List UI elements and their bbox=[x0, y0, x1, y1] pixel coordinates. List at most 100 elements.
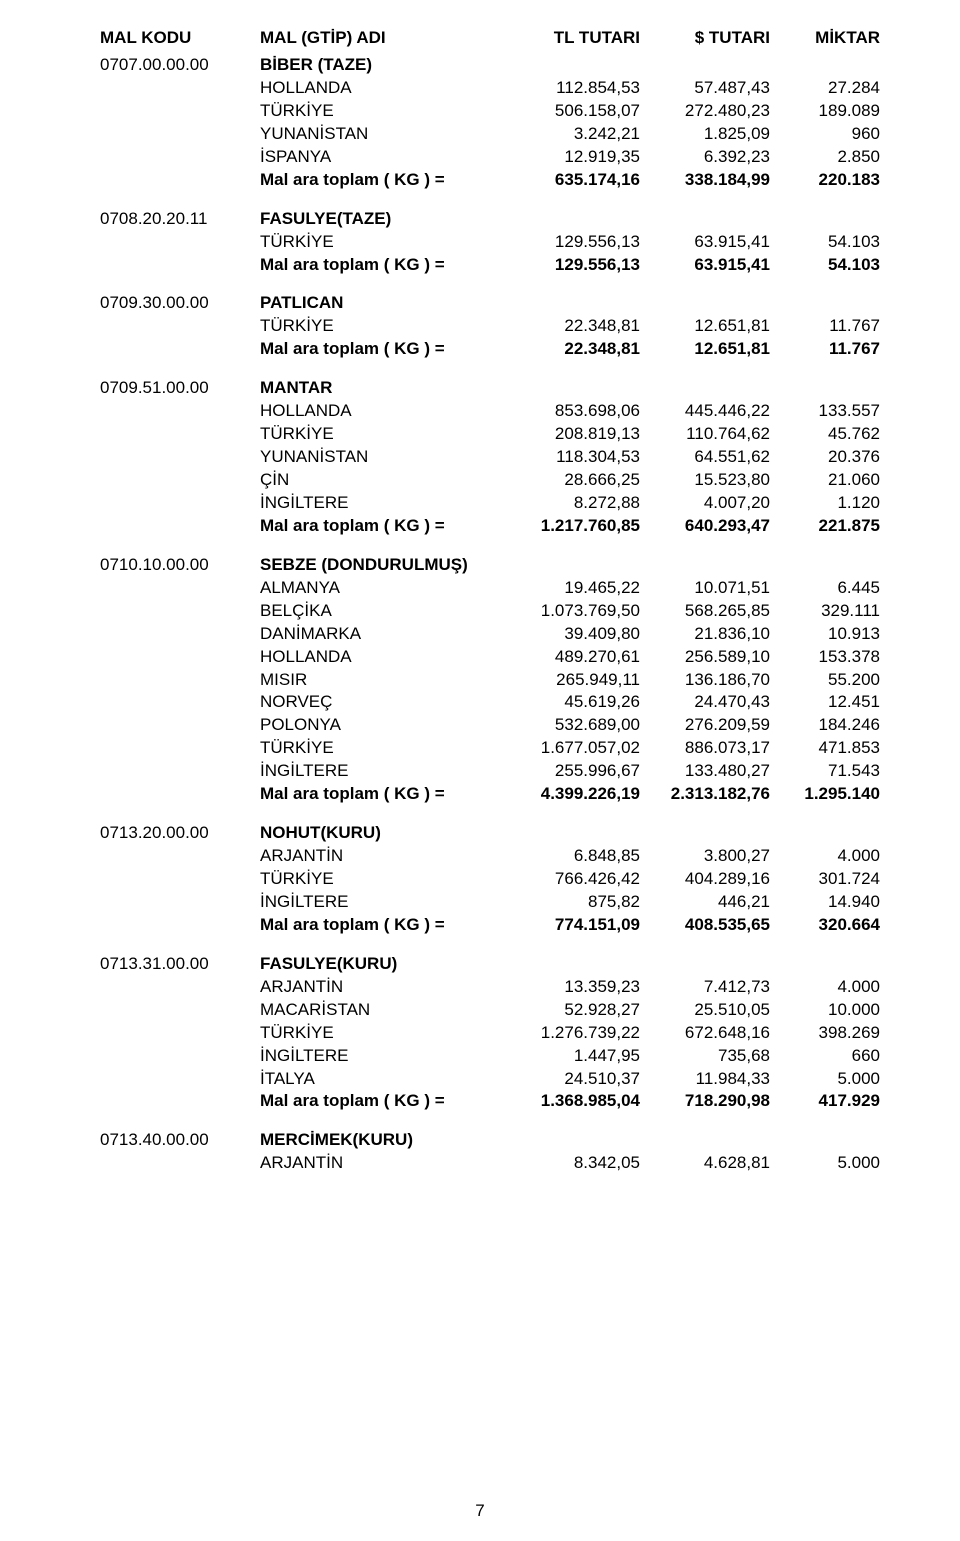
table-row: ALMANYA19.465,2210.071,516.445 bbox=[100, 577, 880, 600]
table-row: TÜRKİYE208.819,13110.764,6245.762 bbox=[100, 423, 880, 446]
cell-usd: 12.651,81 bbox=[640, 315, 770, 338]
subtotal-usd: 338.184,99 bbox=[640, 169, 770, 192]
subtotal-usd: 408.535,65 bbox=[640, 914, 770, 937]
section-name: BİBER (TAZE) bbox=[260, 54, 500, 77]
country-name: TÜRKİYE bbox=[260, 100, 500, 123]
country-name: DANİMARKA bbox=[260, 623, 500, 646]
cell-usd: 25.510,05 bbox=[640, 999, 770, 1022]
page: MAL KODU MAL (GTİP) ADI TL TUTARI $ TUTA… bbox=[0, 0, 960, 1541]
country-name: ARJANTİN bbox=[260, 1152, 500, 1175]
header-code: MAL KODU bbox=[100, 28, 260, 48]
section-title: 0708.20.20.11FASULYE(TAZE) bbox=[100, 208, 880, 231]
country-name: İNGİLTERE bbox=[260, 1045, 500, 1068]
table-row: POLONYA532.689,00276.209,59184.246 bbox=[100, 714, 880, 737]
section-gap bbox=[100, 361, 880, 371]
country-name: İTALYA bbox=[260, 1068, 500, 1091]
table-row: HOLLANDA489.270,61256.589,10153.378 bbox=[100, 646, 880, 669]
table-row: TÜRKİYE1.677.057,02886.073,17471.853 bbox=[100, 737, 880, 760]
cell-qty: 20.376 bbox=[770, 446, 880, 469]
cell-qty: 184.246 bbox=[770, 714, 880, 737]
cell-qty: 12.451 bbox=[770, 691, 880, 714]
cell-qty: 133.557 bbox=[770, 400, 880, 423]
country-name: ARJANTİN bbox=[260, 976, 500, 999]
cell-tl: 22.348,81 bbox=[500, 315, 640, 338]
subtotal-label: Mal ara toplam ( KG ) = bbox=[260, 783, 500, 806]
subtotal-qty: 1.295.140 bbox=[770, 783, 880, 806]
section-name: NOHUT(KURU) bbox=[260, 822, 500, 845]
subtotal-label: Mal ara toplam ( KG ) = bbox=[260, 1090, 500, 1113]
cell-usd: 1.825,09 bbox=[640, 123, 770, 146]
table-row: İNGİLTERE875,82446,2114.940 bbox=[100, 891, 880, 914]
subtotal-tl: 635.174,16 bbox=[500, 169, 640, 192]
section-name: MERCİMEK(KURU) bbox=[260, 1129, 500, 1152]
section-name: SEBZE (DONDURULMUŞ) bbox=[260, 554, 500, 577]
cell-tl: 1.276.739,22 bbox=[500, 1022, 640, 1045]
section-gap bbox=[100, 806, 880, 816]
cell-usd: 445.446,22 bbox=[640, 400, 770, 423]
subtotal-qty: 54.103 bbox=[770, 254, 880, 277]
cell-usd: 568.265,85 bbox=[640, 600, 770, 623]
section-title: 0710.10.00.00SEBZE (DONDURULMUŞ) bbox=[100, 554, 880, 577]
cell-usd: 10.071,51 bbox=[640, 577, 770, 600]
cell-tl: 265.949,11 bbox=[500, 669, 640, 692]
table-row: YUNANİSTAN3.242,211.825,09960 bbox=[100, 123, 880, 146]
section-gap bbox=[100, 192, 880, 202]
cell-qty: 5.000 bbox=[770, 1068, 880, 1091]
cell-usd: 7.412,73 bbox=[640, 976, 770, 999]
subtotal-label: Mal ara toplam ( KG ) = bbox=[260, 914, 500, 937]
cell-qty: 27.284 bbox=[770, 77, 880, 100]
section-code: 0708.20.20.11 bbox=[100, 208, 260, 231]
subtotal-label: Mal ara toplam ( KG ) = bbox=[260, 338, 500, 361]
table-row: İNGİLTERE8.272,884.007,201.120 bbox=[100, 492, 880, 515]
country-name: TÜRKİYE bbox=[260, 1022, 500, 1045]
cell-tl: 489.270,61 bbox=[500, 646, 640, 669]
section-title: 0707.00.00.00BİBER (TAZE) bbox=[100, 54, 880, 77]
cell-tl: 12.919,35 bbox=[500, 146, 640, 169]
cell-tl: 19.465,22 bbox=[500, 577, 640, 600]
cell-usd: 15.523,80 bbox=[640, 469, 770, 492]
table-row: YUNANİSTAN118.304,5364.551,6220.376 bbox=[100, 446, 880, 469]
cell-tl: 39.409,80 bbox=[500, 623, 640, 646]
subtotal-usd: 718.290,98 bbox=[640, 1090, 770, 1113]
cell-qty: 398.269 bbox=[770, 1022, 880, 1045]
cell-tl: 766.426,42 bbox=[500, 868, 640, 891]
table-row: MISIR265.949,11136.186,7055.200 bbox=[100, 669, 880, 692]
cell-usd: 110.764,62 bbox=[640, 423, 770, 446]
section-code: 0709.30.00.00 bbox=[100, 292, 260, 315]
country-name: İNGİLTERE bbox=[260, 492, 500, 515]
cell-tl: 112.854,53 bbox=[500, 77, 640, 100]
table-row: İNGİLTERE1.447,95735,68660 bbox=[100, 1045, 880, 1068]
cell-qty: 471.853 bbox=[770, 737, 880, 760]
table-row: ARJANTİN6.848,853.800,274.000 bbox=[100, 845, 880, 868]
cell-tl: 52.928,27 bbox=[500, 999, 640, 1022]
subtotal-tl: 129.556,13 bbox=[500, 254, 640, 277]
subtotal-row: Mal ara toplam ( KG ) =22.348,8112.651,8… bbox=[100, 338, 880, 361]
cell-usd: 136.186,70 bbox=[640, 669, 770, 692]
subtotal-label: Mal ara toplam ( KG ) = bbox=[260, 515, 500, 538]
cell-tl: 532.689,00 bbox=[500, 714, 640, 737]
cell-usd: 672.648,16 bbox=[640, 1022, 770, 1045]
country-name: TÜRKİYE bbox=[260, 231, 500, 254]
country-name: MISIR bbox=[260, 669, 500, 692]
cell-tl: 1.447,95 bbox=[500, 1045, 640, 1068]
section-code: 0713.31.00.00 bbox=[100, 953, 260, 976]
table-header: MAL KODU MAL (GTİP) ADI TL TUTARI $ TUTA… bbox=[100, 28, 880, 48]
subtotal-tl: 4.399.226,19 bbox=[500, 783, 640, 806]
country-name: İNGİLTERE bbox=[260, 760, 500, 783]
table-body: 0707.00.00.00BİBER (TAZE)HOLLANDA112.854… bbox=[100, 54, 880, 1185]
table-row: İTALYA24.510,3711.984,335.000 bbox=[100, 1068, 880, 1091]
country-name: TÜRKİYE bbox=[260, 868, 500, 891]
cell-usd: 64.551,62 bbox=[640, 446, 770, 469]
country-name: TÜRKİYE bbox=[260, 737, 500, 760]
cell-tl: 1.073.769,50 bbox=[500, 600, 640, 623]
cell-qty: 55.200 bbox=[770, 669, 880, 692]
section-gap bbox=[100, 1175, 880, 1185]
cell-qty: 153.378 bbox=[770, 646, 880, 669]
country-name: POLONYA bbox=[260, 714, 500, 737]
cell-usd: 57.487,43 bbox=[640, 77, 770, 100]
country-name: NORVEÇ bbox=[260, 691, 500, 714]
section-gap bbox=[100, 538, 880, 548]
subtotal-qty: 320.664 bbox=[770, 914, 880, 937]
table-row: TÜRKİYE766.426,42404.289,16301.724 bbox=[100, 868, 880, 891]
header-tl: TL TUTARI bbox=[500, 28, 640, 48]
